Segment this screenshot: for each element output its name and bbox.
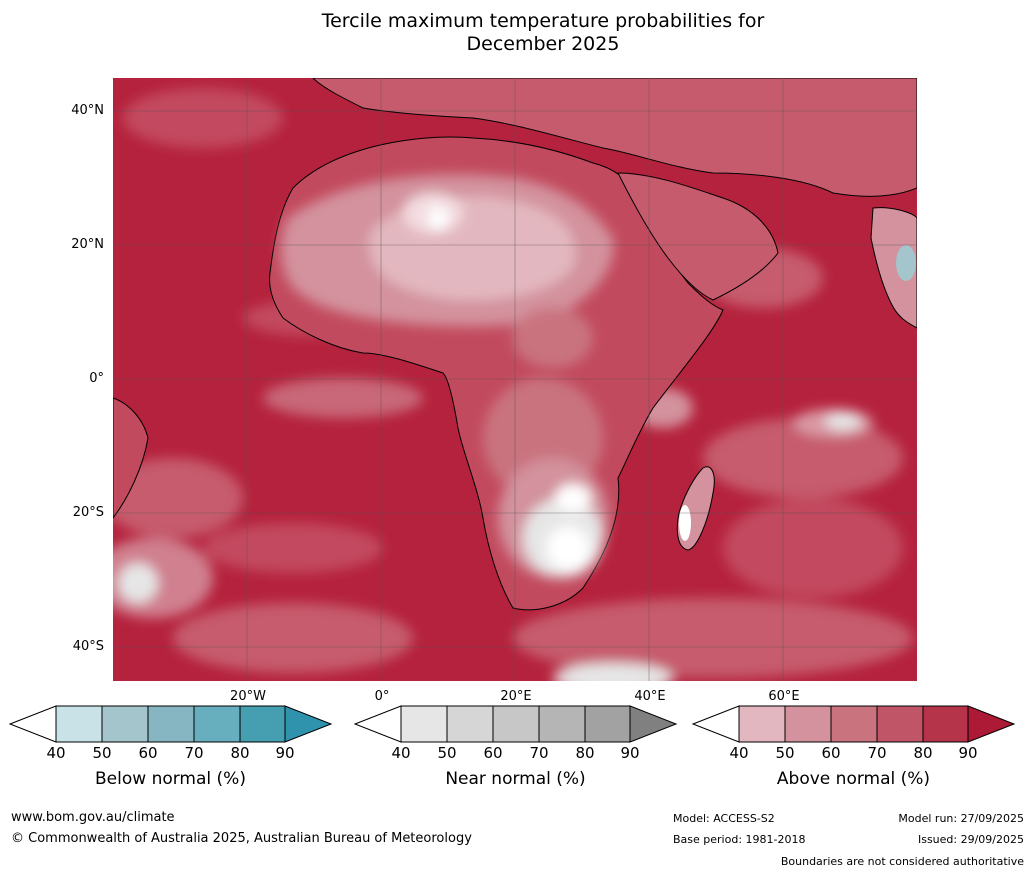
- above-tick-80: 80: [913, 744, 933, 762]
- lon-label-0: 0°: [374, 689, 390, 704]
- below-tick-70: 70: [184, 744, 204, 762]
- near-tick-70: 70: [529, 744, 549, 762]
- colorbar-above-normal: [691, 705, 1016, 743]
- near-tick-90: 90: [620, 744, 640, 762]
- lat-label-40s: 40°S: [72, 639, 104, 654]
- above-normal-lower-extension: [691, 705, 740, 743]
- near-normal-swatch-90: [629, 705, 678, 743]
- lon-label-20e: 20°E: [500, 689, 532, 704]
- model-text: Model: ACCESS-S2: [673, 812, 775, 825]
- below-normal-swatch-40: [55, 705, 103, 743]
- below-normal-swatch-50: [101, 705, 149, 743]
- below-normal-swatch-60: [147, 705, 195, 743]
- legend-title-below-normal: Below normal (%): [95, 769, 246, 789]
- below-normal-swatch-90: [284, 705, 333, 743]
- lon-label-60e: 60°E: [768, 689, 800, 704]
- near-normal-lower-extension: [353, 705, 402, 743]
- colorbar-below-normal: [8, 705, 333, 743]
- below-tick-40: 40: [46, 744, 66, 762]
- above-normal-swatch-90: [967, 705, 1016, 743]
- base-period-text: Base period: 1981-2018: [673, 833, 806, 846]
- near-normal-swatch-80: [584, 705, 631, 743]
- near-normal-swatch-70: [538, 705, 586, 743]
- below-tick-90: 90: [275, 744, 295, 762]
- near-tick-80: 80: [575, 744, 595, 762]
- madagascar-white-area: [679, 505, 691, 541]
- eurasia: [312, 78, 917, 197]
- legend-title-above-normal: Above normal (%): [776, 769, 931, 789]
- near-normal-swatch-40: [400, 705, 448, 743]
- probability-map: [113, 78, 917, 681]
- above-normal-swatch-60: [830, 705, 878, 743]
- lat-label-20n: 20°N: [71, 237, 104, 252]
- gridlines: [113, 78, 917, 681]
- map-title: Tercile maximum temperature probabilitie…: [0, 10, 1035, 56]
- africa: [269, 136, 724, 611]
- lat-label-40n: 40°N: [71, 103, 104, 118]
- india-below-normal-area: [896, 245, 916, 281]
- lon-label-20w: 20°W: [230, 689, 266, 704]
- below-normal-swatch-70: [193, 705, 241, 743]
- arabian-peninsula: [617, 172, 779, 301]
- below-tick-50: 50: [92, 744, 112, 762]
- near-normal-swatch-50: [446, 705, 494, 743]
- near-tick-60: 60: [483, 744, 503, 762]
- below-normal-swatch-80: [239, 705, 286, 743]
- lon-label-40e: 40°E: [634, 689, 666, 704]
- below-normal-lower-extension: [8, 705, 57, 743]
- website-link[interactable]: www.bom.gov.au/climate: [11, 810, 175, 825]
- near-tick-50: 50: [437, 744, 457, 762]
- above-normal-swatch-50: [784, 705, 832, 743]
- title-line-1: Tercile maximum temperature probabilitie…: [321, 10, 765, 32]
- above-tick-50: 50: [775, 744, 795, 762]
- india: [870, 207, 917, 329]
- colorbars: [8, 705, 1016, 743]
- disclaimer-text: Boundaries are not considered authoritat…: [780, 855, 1024, 868]
- above-normal-swatch-80: [922, 705, 969, 743]
- below-tick-80: 80: [230, 744, 250, 762]
- above-tick-90: 90: [958, 744, 978, 762]
- above-normal-swatch-40: [738, 705, 786, 743]
- near-normal-swatch-60: [492, 705, 540, 743]
- lat-label-20s: 20°S: [72, 505, 104, 520]
- ocean-patches: [113, 88, 913, 681]
- below-tick-60: 60: [138, 744, 158, 762]
- copyright-text: © Commonwealth of Australia 2025, Austra…: [11, 831, 472, 846]
- colorbar-near-normal: [353, 705, 678, 743]
- title-line-2: December 2025: [466, 33, 620, 55]
- lat-label-equator: 0°: [89, 371, 104, 386]
- above-normal-swatch-70: [876, 705, 924, 743]
- legend-title-near-normal: Near normal (%): [445, 769, 586, 789]
- model-run-text: Model run: 27/09/2025: [898, 812, 1024, 825]
- near-tick-40: 40: [391, 744, 411, 762]
- issued-text: Issued: 29/09/2025: [917, 833, 1024, 846]
- above-tick-60: 60: [821, 744, 841, 762]
- south-america: [113, 397, 149, 519]
- above-tick-40: 40: [729, 744, 749, 762]
- above-tick-70: 70: [867, 744, 887, 762]
